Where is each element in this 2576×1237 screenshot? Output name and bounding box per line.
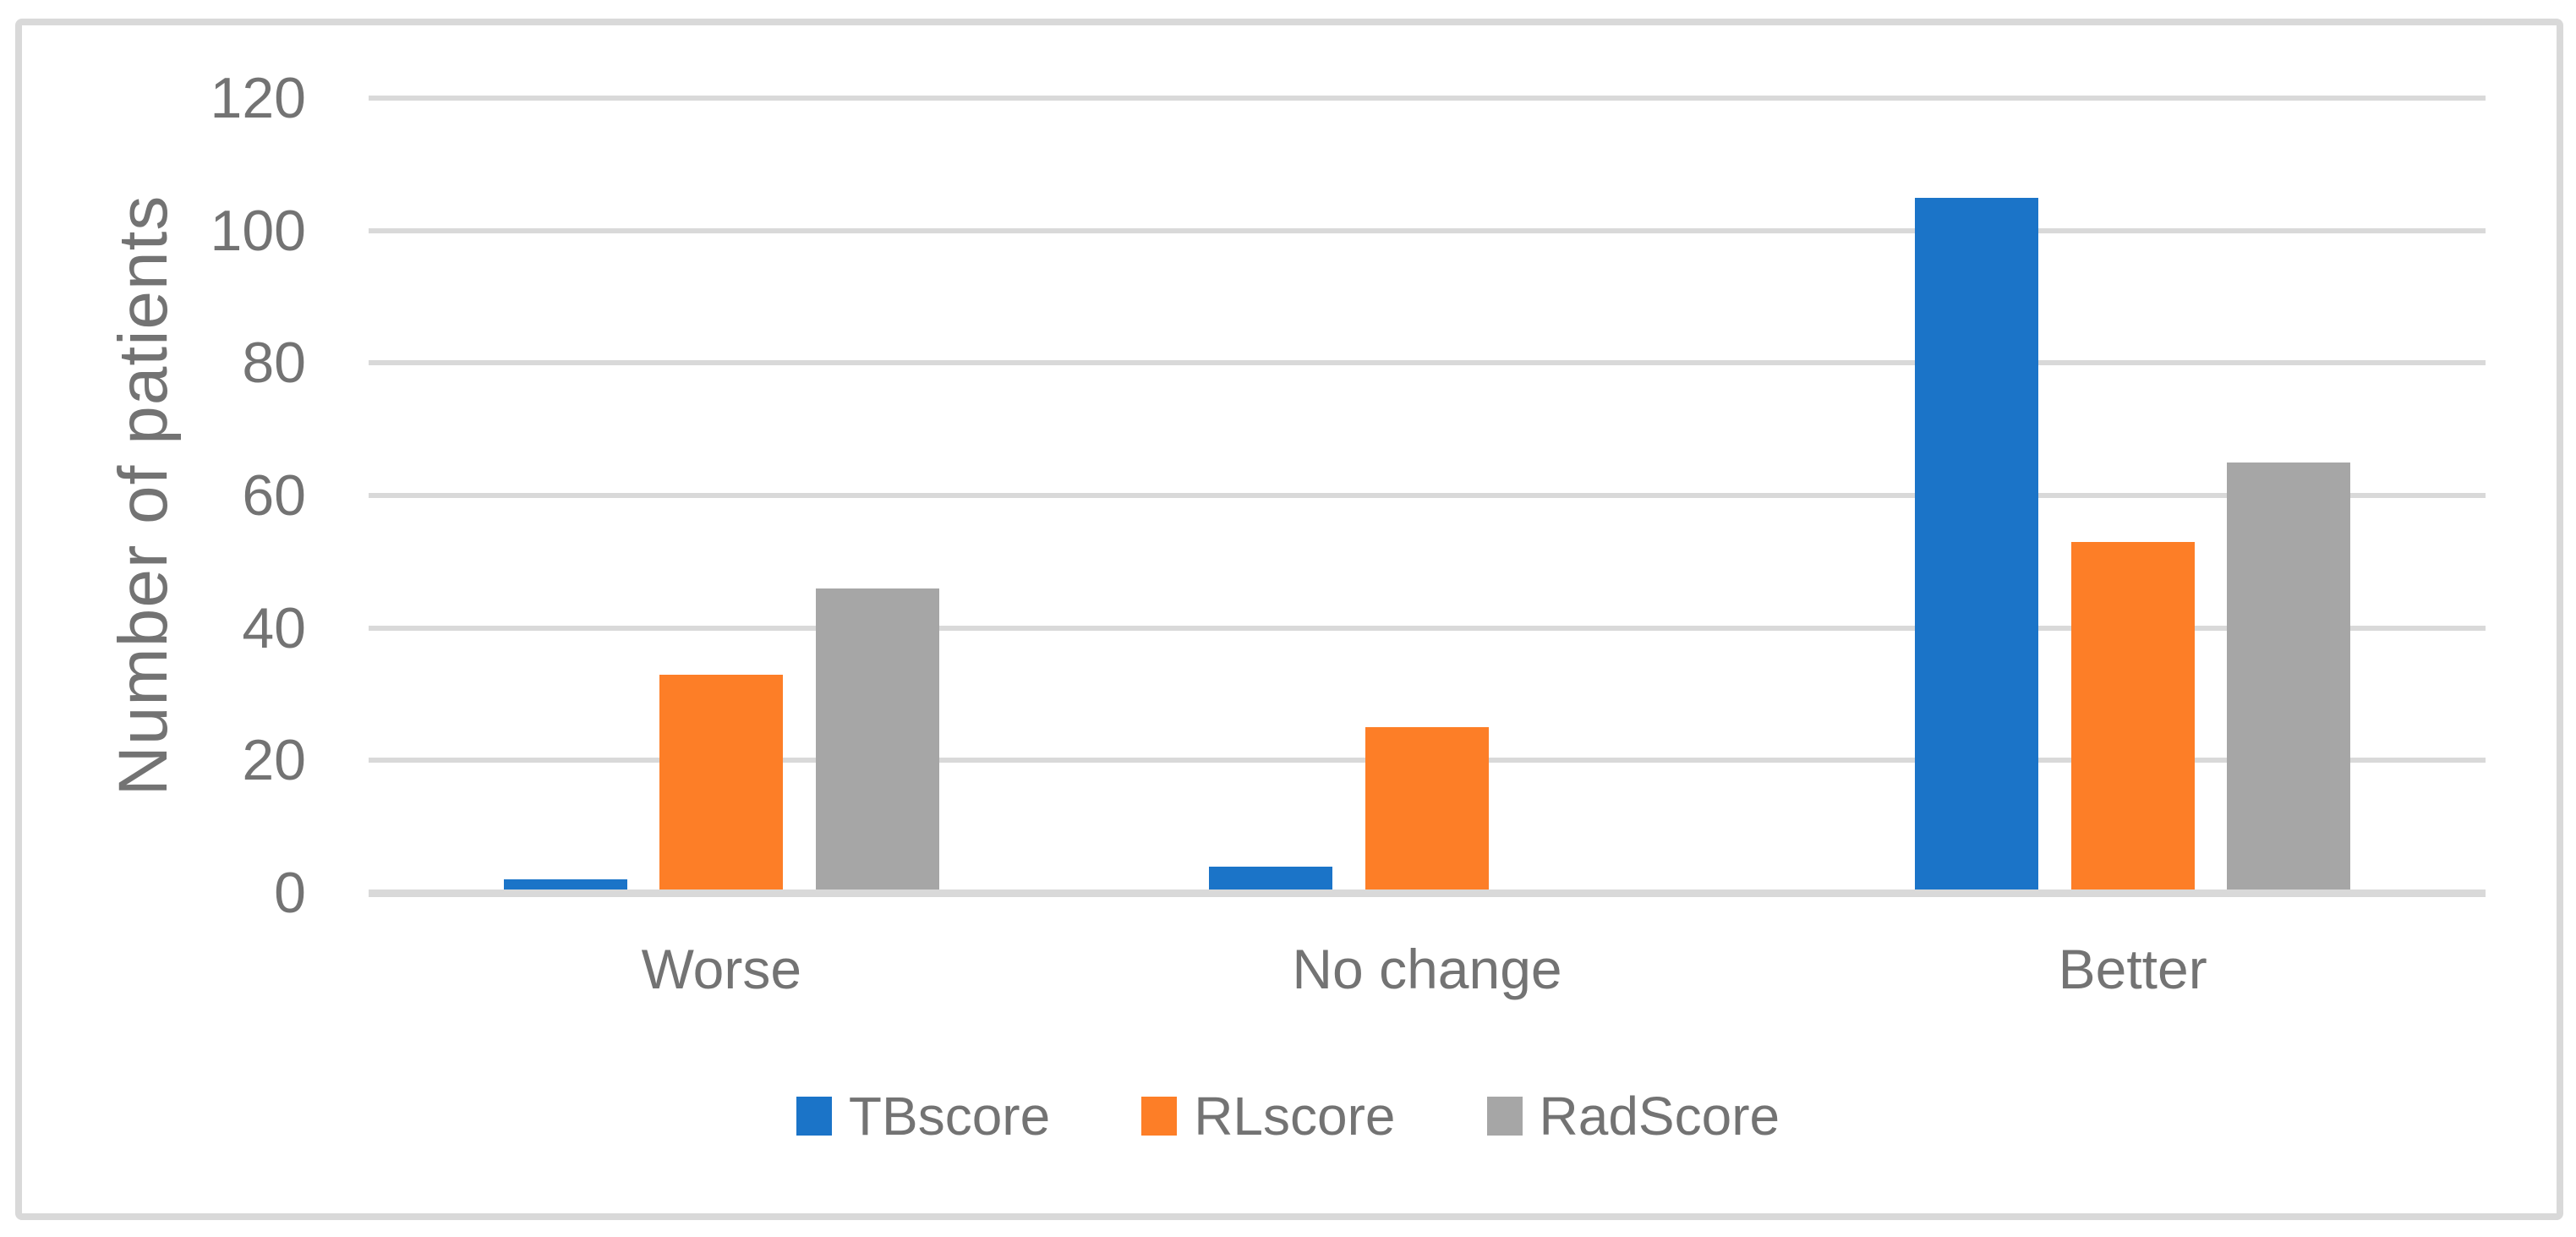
legend-item-TBscore: TBscore	[796, 1085, 1050, 1147]
y-axis-tick-labels: 0 20 40 60 80 100 120	[0, 66, 306, 925]
y-tick-label-0: 0	[274, 861, 306, 925]
legend-item-RadScore: RadScore	[1486, 1085, 1780, 1147]
y-tick-label-60: 60	[242, 463, 306, 528]
legend-label-TBscore: TBscore	[848, 1086, 1051, 1147]
legend-label-RadScore: RadScore	[1539, 1086, 1780, 1147]
legend-swatch-RadScore	[1486, 1097, 1523, 1136]
gridline-y60	[369, 493, 2486, 498]
y-tick-label-100: 100	[210, 198, 306, 263]
y-tick-label-80: 80	[242, 331, 306, 396]
gridline-y40	[369, 625, 2486, 631]
bar-RadScore-better	[2227, 462, 2351, 893]
bar-RLscore-worse	[659, 674, 784, 893]
x-axis-line	[369, 889, 2486, 897]
bar-RLscore-better	[2070, 541, 2195, 893]
legend-swatch-RLscore	[1141, 1097, 1178, 1136]
x-category-label-no-change: No change	[1292, 938, 1562, 1000]
gridline-y120	[369, 96, 2486, 101]
bar-RLscore-no-change	[1365, 727, 1489, 893]
legend-swatch-TBscore	[796, 1097, 832, 1136]
x-category-label-better: Better	[2058, 938, 2207, 1000]
gridline-y100	[369, 227, 2486, 233]
gridline-y80	[369, 360, 2486, 366]
chart-legend: TBscore RLscore RadScore	[0, 1085, 2576, 1147]
legend-label-RLscore: RLscore	[1194, 1086, 1396, 1147]
bar-TBscore-better	[1914, 197, 2038, 893]
bar-RadScore-worse	[816, 588, 940, 893]
y-tick-label-40: 40	[242, 595, 306, 660]
y-tick-label-120: 120	[210, 66, 306, 130]
bar-TBscore-no-change	[1209, 866, 1333, 893]
x-axis-category-labels: Worse No change Better	[369, 937, 2486, 1013]
legend-item-RLscore: RLscore	[1141, 1085, 1396, 1147]
x-category-label-worse: Worse	[641, 938, 802, 1000]
plot-area	[369, 96, 2486, 893]
y-tick-label-20: 20	[242, 728, 306, 793]
